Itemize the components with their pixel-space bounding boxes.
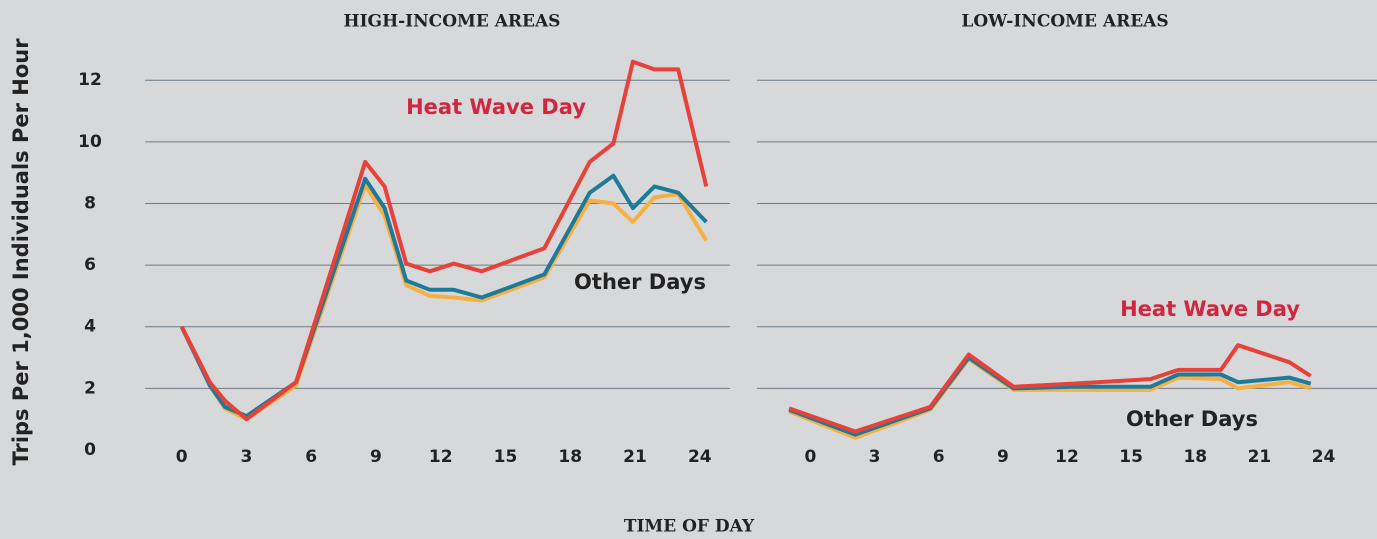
x-tick-label: 3 bbox=[241, 447, 253, 467]
x-tick-label: 21 bbox=[1248, 447, 1272, 467]
x-tick-label: 24 bbox=[1312, 447, 1336, 467]
x-tick-label: 12 bbox=[1055, 447, 1079, 467]
x-tick-label: 12 bbox=[429, 447, 453, 467]
y-tick-label: 2 bbox=[84, 378, 96, 398]
series-line bbox=[788, 343, 1312, 434]
x-tick-label: 24 bbox=[688, 447, 712, 467]
x-axis-label: TIME OF DAY bbox=[624, 517, 755, 537]
x-tick-label: 3 bbox=[869, 447, 881, 467]
annotation: Other Days bbox=[1126, 407, 1258, 431]
y-axis-label: Trips Per 1,000 Individuals Per Hour bbox=[9, 38, 33, 466]
y-tick-label: 10 bbox=[78, 132, 102, 152]
x-tick-label: 18 bbox=[1183, 447, 1207, 467]
y-tick-label: 6 bbox=[84, 255, 96, 275]
x-tick-label: 9 bbox=[370, 447, 382, 467]
y-tick-label: 4 bbox=[84, 317, 96, 337]
annotation: Other Days bbox=[574, 270, 706, 294]
annotation: Heat Wave Day bbox=[406, 95, 586, 119]
x-tick-label: 15 bbox=[494, 447, 518, 467]
annotation: Heat Wave Day bbox=[1120, 297, 1300, 321]
x-tick-label: 6 bbox=[933, 447, 945, 467]
x-tick-label: 6 bbox=[305, 447, 317, 467]
series-line bbox=[179, 183, 709, 422]
x-tick-label: 18 bbox=[558, 447, 582, 467]
x-tick-label: 15 bbox=[1119, 447, 1143, 467]
y-tick-label: 12 bbox=[78, 70, 102, 90]
series-line bbox=[179, 59, 709, 422]
x-tick-label: 21 bbox=[623, 447, 647, 467]
panel-title: LOW-INCOME AREAS bbox=[961, 12, 1168, 32]
x-tick-label: 0 bbox=[805, 447, 817, 467]
y-tick-label: 8 bbox=[84, 193, 96, 213]
x-tick-label: 0 bbox=[176, 447, 188, 467]
y-tick-label: 0 bbox=[84, 440, 96, 460]
panel-title: HIGH-INCOME AREAS bbox=[344, 12, 561, 32]
x-tick-label: 9 bbox=[997, 447, 1009, 467]
